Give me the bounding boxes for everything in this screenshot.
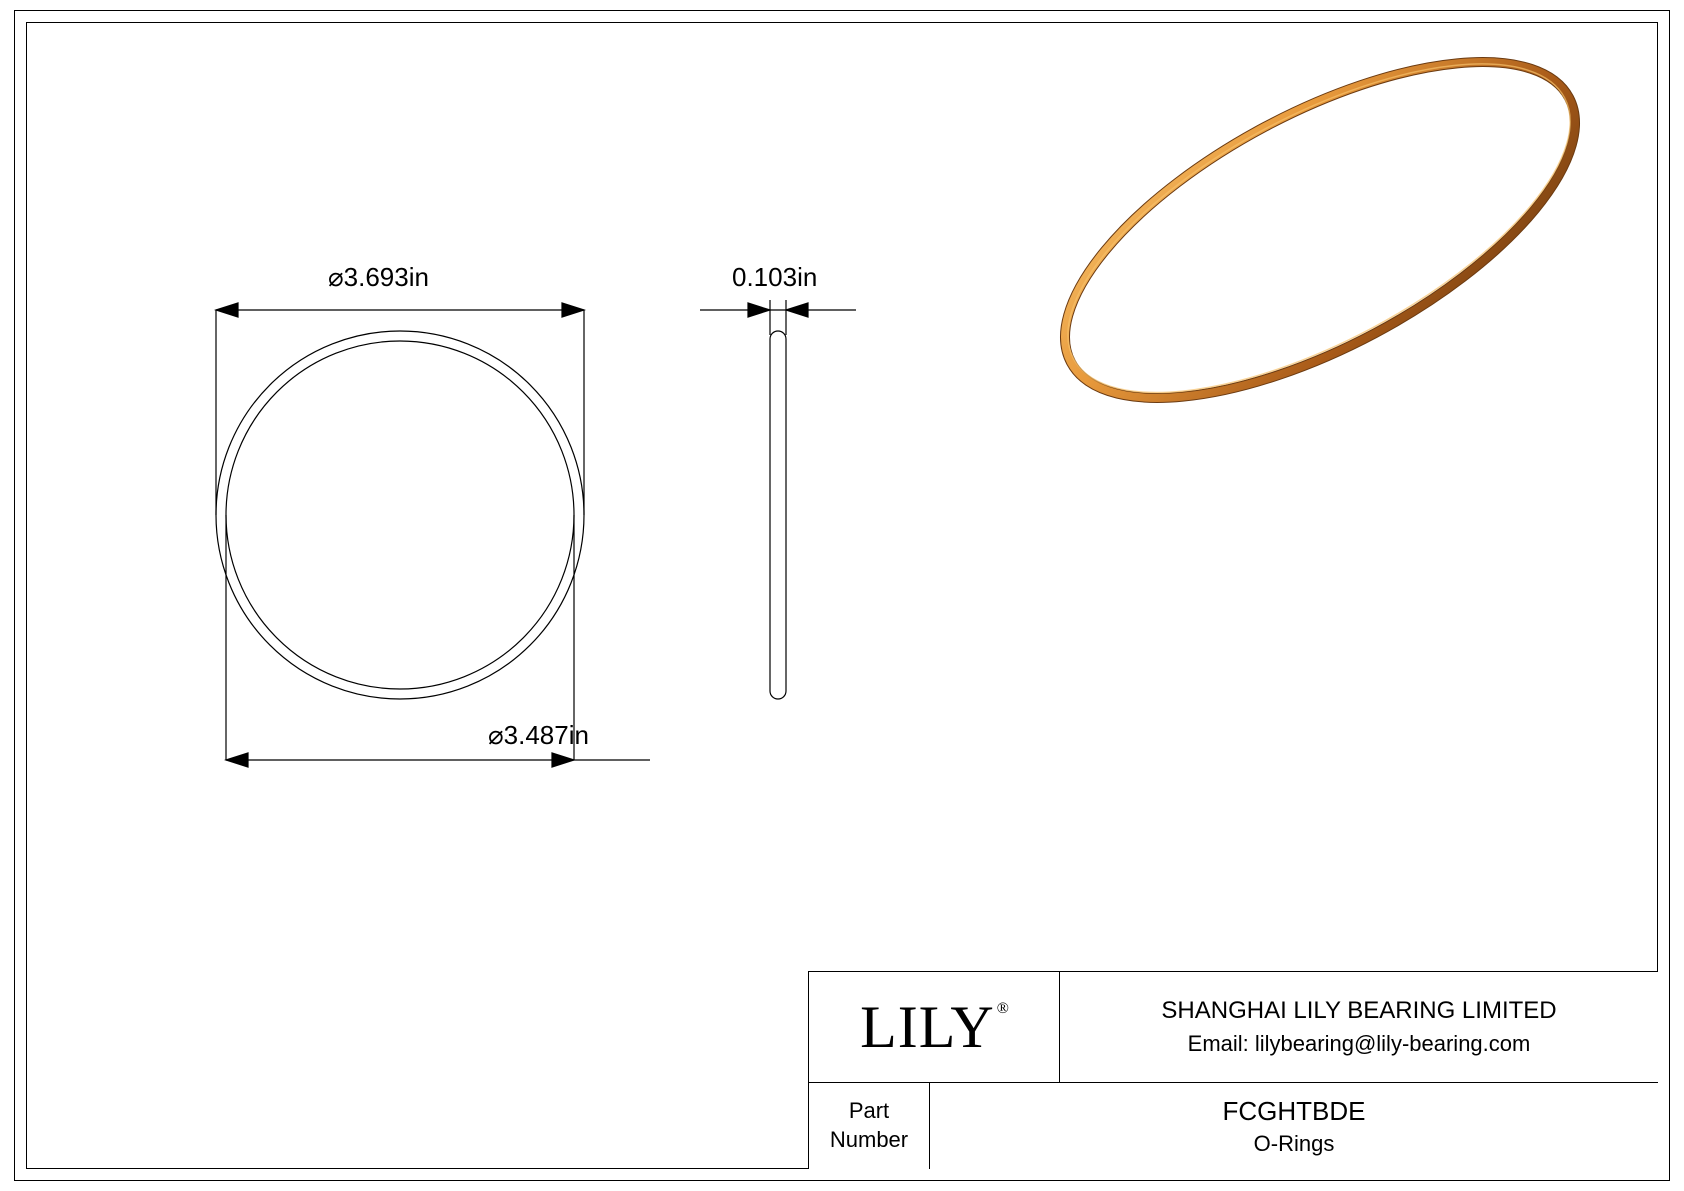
part-number-value: FCGHTBDE xyxy=(1223,1096,1366,1127)
outer-diameter-label: ⌀3.693in xyxy=(328,262,429,293)
company-cell: SHANGHAI LILY BEARING LIMITED Email: lil… xyxy=(1059,972,1658,1082)
company-name: SHANGHAI LILY BEARING LIMITED xyxy=(1161,997,1556,1025)
part-number-label-2: Number xyxy=(830,1126,908,1155)
part-number-value-cell: FCGHTBDE O-Rings xyxy=(929,1083,1658,1169)
thickness-label: 0.103in xyxy=(732,262,817,293)
company-email: Email: lilybearing@lily-bearing.com xyxy=(1188,1031,1531,1057)
title-block: LILY® SHANGHAI LILY BEARING LIMITED Emai… xyxy=(808,971,1658,1169)
inner-diameter-label: ⌀3.487in xyxy=(488,720,589,751)
dimension-outer-diameter xyxy=(216,303,584,515)
isometric-ring xyxy=(1016,0,1624,466)
part-description: O-Rings xyxy=(1254,1131,1335,1157)
registered-icon: ® xyxy=(997,1000,1010,1017)
logo-text: LILY® xyxy=(860,993,1008,1062)
part-number-label-cell: Part Number xyxy=(809,1083,929,1169)
title-block-row-company: LILY® SHANGHAI LILY BEARING LIMITED Emai… xyxy=(809,972,1658,1083)
dimension-thickness xyxy=(700,300,856,335)
logo-name: LILY xyxy=(860,994,995,1060)
title-block-row-part: Part Number FCGHTBDE O-Rings xyxy=(809,1083,1658,1169)
logo-cell: LILY® xyxy=(809,972,1059,1082)
part-number-label-1: Part xyxy=(849,1097,889,1126)
side-view-profile xyxy=(770,331,786,699)
front-view-ring xyxy=(216,331,584,699)
